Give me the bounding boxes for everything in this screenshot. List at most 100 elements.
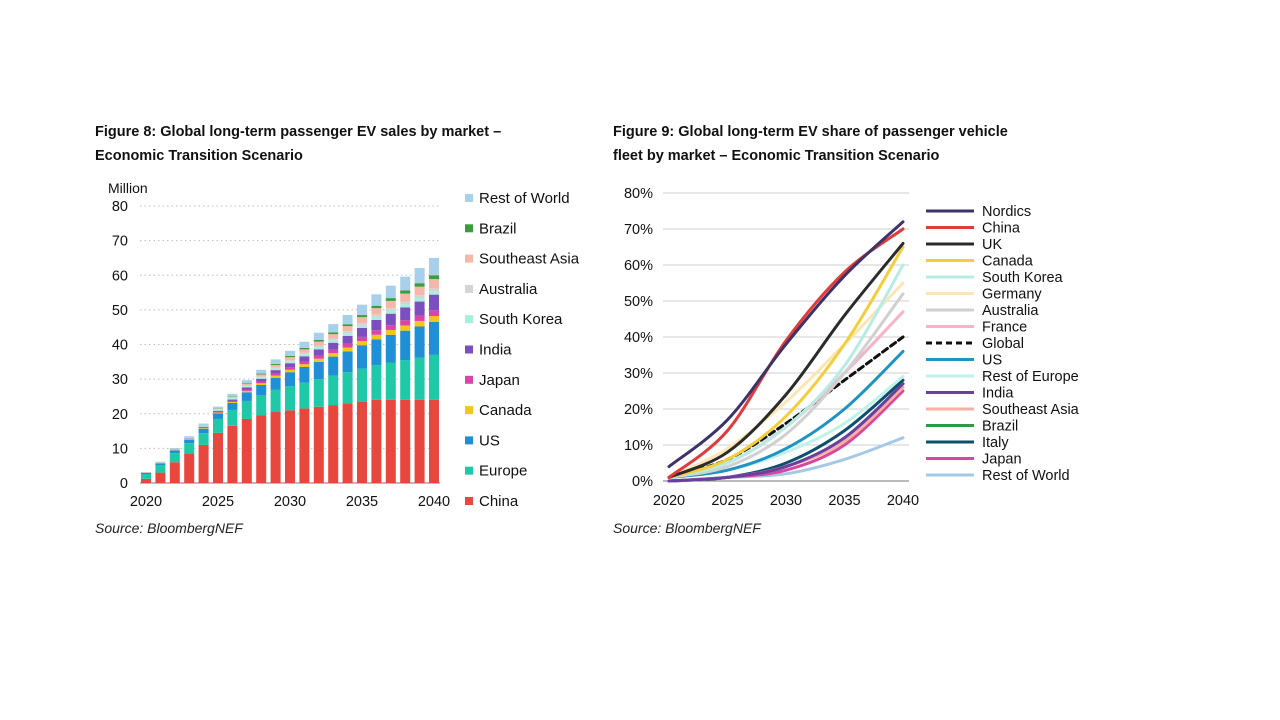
legend-label-brazil: Brazil [479,220,517,237]
legend-label-canada: Canada [982,254,1034,270]
bar-europe-2021 [155,464,166,473]
bar-europe-2020 [141,473,151,479]
legend-swatch-australia [465,284,473,293]
bar-south-korea-2024 [198,425,209,427]
legend-label-china: China [982,221,1021,237]
y-tick-label: 40% [624,330,653,346]
bar-us-2035 [357,345,367,369]
legend-swatch-rest-of-world [465,194,473,202]
bar-china-2032 [313,406,324,483]
bar-australia-2026 [227,397,238,399]
bar-europe-2031 [299,382,310,409]
bar-us-2032 [313,361,324,380]
bar-india-2030 [285,363,295,368]
bar-southeast-asia-2026 [227,396,238,398]
bar-rest-of-world-2023 [184,436,195,438]
bar-canada-2027 [241,390,252,393]
bar-europe-2022 [169,453,180,463]
legend-label-canada: Canada [479,402,532,419]
bar-brazil-2036 [371,305,382,309]
bar-japan-2033 [328,349,339,354]
bar-brazil-2031 [299,347,310,350]
bar-brazil-2027 [241,383,252,384]
bar-japan-2036 [371,330,382,335]
bar-europe-2027 [241,400,252,419]
bar-japan-2027 [241,389,252,391]
bar-china-2029 [270,412,281,483]
bar-canada-2031 [299,364,310,368]
bar-canada-2035 [357,341,367,346]
bar-india-2038 [400,307,411,321]
bar-china-2022 [169,462,180,483]
bar-europe-2029 [270,389,281,413]
bar-canada-2029 [270,375,281,378]
y-tick-label: 20 [112,407,128,423]
bar-south-korea-2027 [241,386,252,388]
bar-china-2023 [184,453,195,483]
bar-europe-2030 [285,386,295,411]
bar-china-2033 [328,405,339,483]
bar-southeast-asia-2034 [342,326,353,332]
line-south-korea [667,263,905,479]
bar-australia-2039 [414,295,425,299]
bar-japan-2039 [414,315,425,321]
legend-label-australia: Australia [982,303,1039,319]
bar-canada-2025 [213,412,223,414]
legend-label-nordics: Nordics [982,204,1031,220]
bar-southeast-asia-2040 [429,279,439,289]
bar-southeast-asia-2038 [400,293,411,302]
bar-brazil-2026 [227,396,238,397]
bar-us-2024 [198,428,209,434]
bar-japan-2038 [400,320,411,326]
bar-china-2030 [285,410,295,483]
bar-china-2025 [213,432,223,483]
y-tick-label: 10 [112,441,128,457]
bar-rest-of-world-2030 [285,350,295,356]
bar-south-korea-2035 [357,325,367,328]
bar-south-korea-2029 [270,368,281,371]
bar-us-2029 [270,377,281,390]
legend-label-india: India [479,342,512,359]
y-tick-label: 10% [624,438,653,454]
y-tick-label: 60 [112,268,128,284]
legend-label-india: India [982,386,1014,402]
bar-china-2037 [385,399,396,483]
bar-europe-2033 [328,375,339,406]
legend-label-rest-of-world: Rest of World [982,468,1070,484]
bar-europe-2037 [385,362,396,400]
y-tick-label: 50% [624,294,653,310]
figure-9-source: Source: BloombergNEF [613,520,761,536]
bar-europe-2035 [357,368,367,402]
legend-swatch-china [465,497,473,505]
bar-europe-2040 [429,354,439,400]
y-tick-label: 60% [624,258,653,274]
bar-australia-2036 [371,314,382,317]
bar-china-2035 [357,401,367,483]
bar-europe-2032 [313,379,324,407]
bar-india-2035 [357,327,367,337]
legend-label-us: US [479,432,500,449]
bar-india-2029 [270,370,281,374]
y-tick-label: 0 [120,476,128,492]
bar-australia-2040 [429,288,439,292]
bar-brazil-2035 [357,315,367,318]
bar-canada-2032 [313,358,324,362]
legend-label-south-korea: South Korea [982,270,1064,286]
legend-label-europe: Europe [479,463,527,480]
bar-brazil-2028 [256,373,267,375]
x-tick-label: 2020 [130,494,162,510]
bar-canada-2033 [328,353,339,357]
bar-rest-of-world-2027 [241,380,252,384]
y-tick-label: 70 [112,234,128,250]
bar-australia-2028 [256,376,267,378]
bar-rest-of-world-2036 [371,294,382,306]
bar-rest-of-world-2032 [313,332,324,340]
legend-label-rest-of-europe: Rest of Europe [982,369,1079,385]
bar-us-2038 [400,330,411,361]
bar-southeast-asia-2025 [213,408,223,410]
y-axis-label: Million [108,180,148,196]
bar-japan-2040 [429,310,439,317]
bar-japan-2037 [385,325,396,330]
bar-south-korea-2022 [169,449,180,450]
bar-india-2033 [328,342,339,350]
